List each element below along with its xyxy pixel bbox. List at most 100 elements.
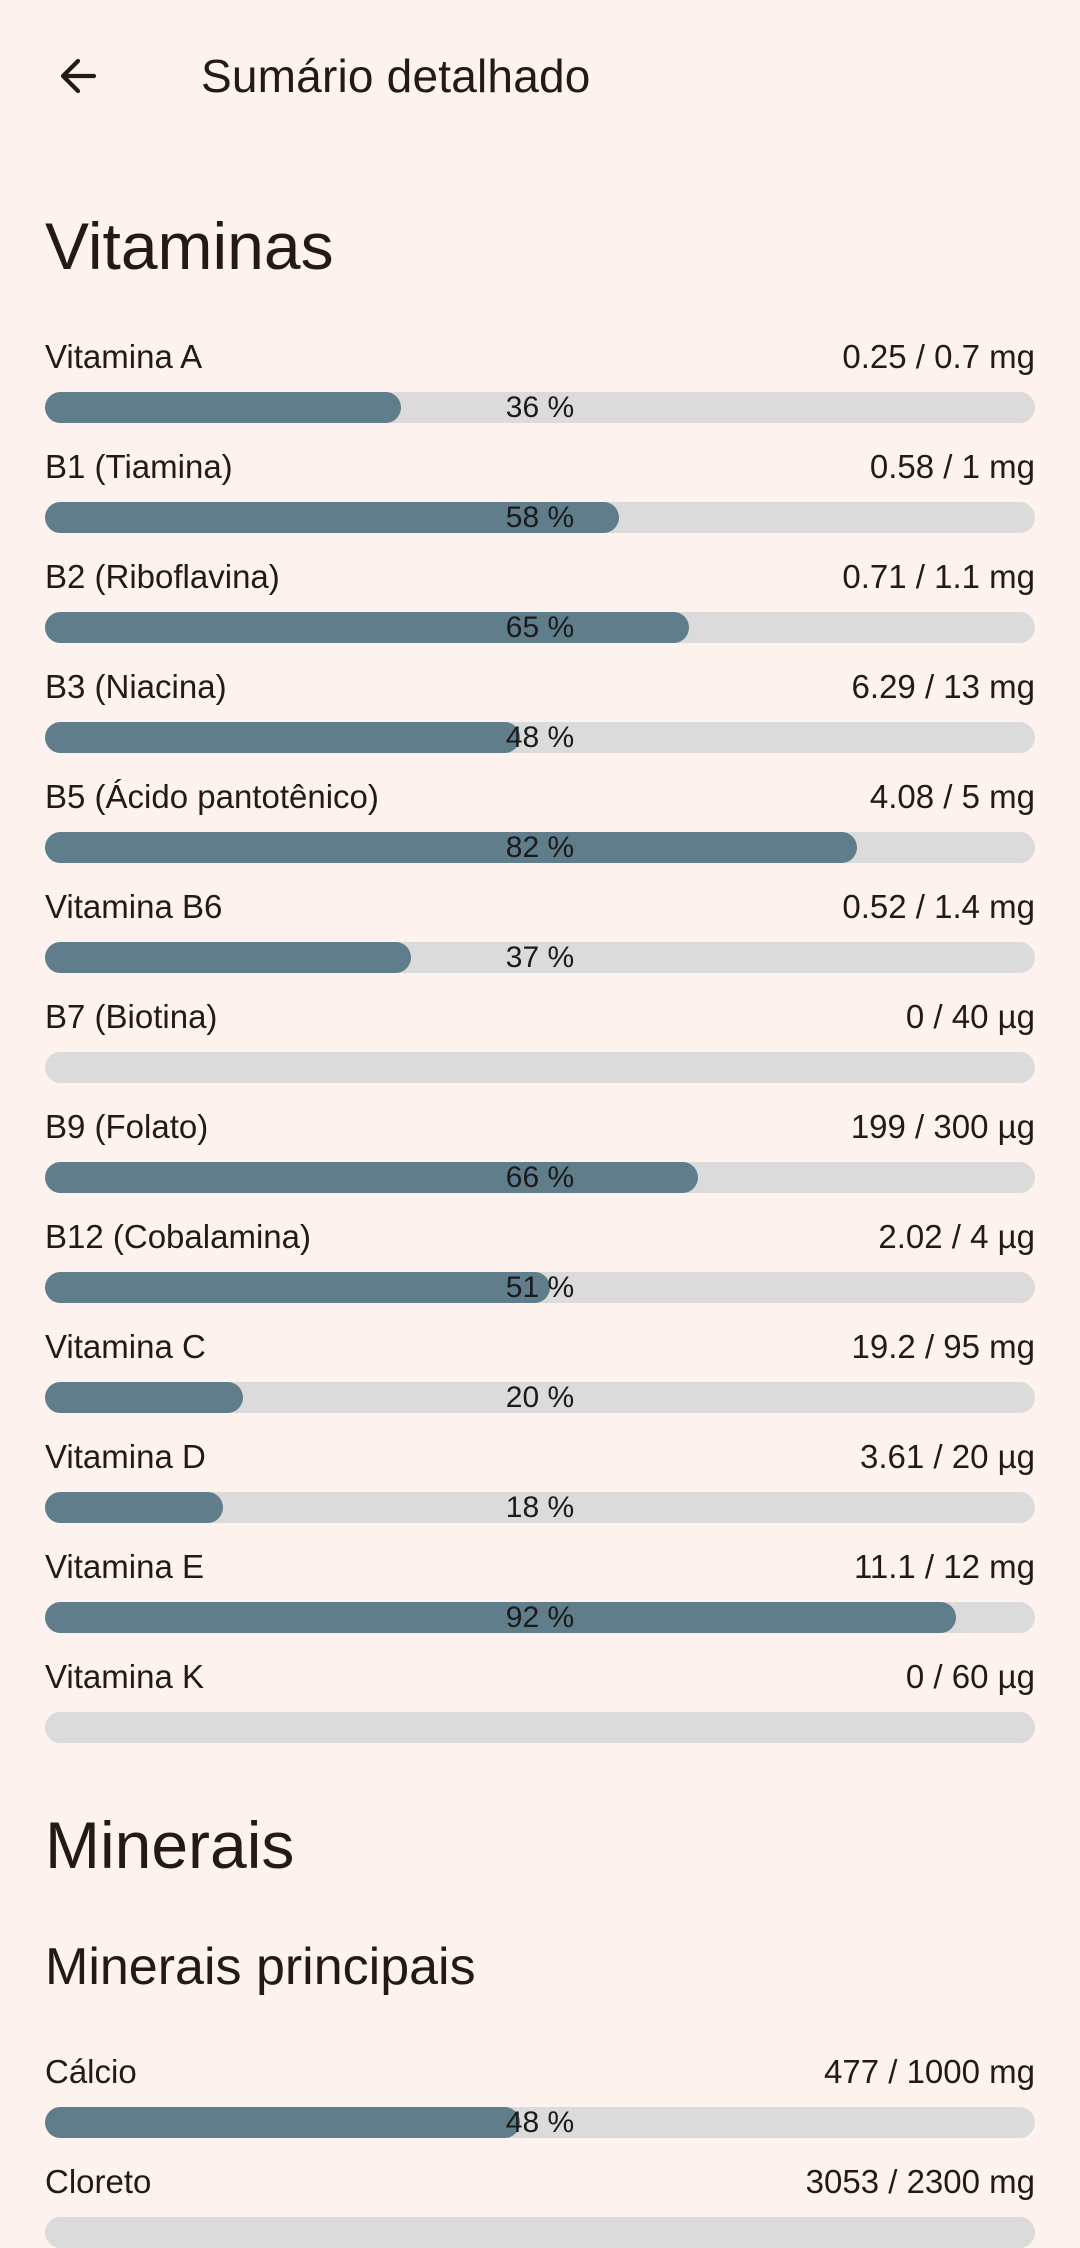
progress-bar: 51 % [45,1272,1035,1303]
nutrient-row-header: Cálcio 477 / 1000 mg [45,2050,1035,2094]
progress-bar [45,2217,1035,2248]
progress-fill [45,1492,224,1523]
nutrient-value: 0.58 / 1 mg [869,448,1035,485]
nutrient-label: B7 (Biotina) [45,998,218,1035]
progress-bar: 36 % [45,392,1035,423]
nutrient-row: Vitamina D 3.61 / 20 µg 18 % [45,1435,1035,1523]
nutrient-row: B9 (Folato) 199 / 300 µg 66 % [45,1105,1035,1193]
nutrient-label: B3 (Niacina) [45,668,227,705]
nutrient-value: 0 / 40 µg [905,998,1035,1035]
nutrient-row: B1 (Tiamina) 0.58 / 1 mg 58 % [45,445,1035,533]
nutrient-row-header: Vitamina E 11.1 / 12 mg [45,1545,1035,1589]
nutrient-row-header: Vitamina D 3.61 / 20 µg [45,1435,1035,1479]
nutrient-label: B12 (Cobalamina) [45,1218,311,1255]
nutrient-label: Cloreto [45,2163,152,2200]
progress-bar: 18 % [45,1492,1035,1523]
nutrient-row: Vitamina A 0.25 / 0.7 mg 36 % [45,335,1035,423]
nutrient-label: Vitamina E [45,1548,204,1585]
progress-bar [45,1052,1035,1083]
nutrient-label: B5 (Ácido pantotênico) [45,778,379,815]
progress-percent-label: 48 % [505,2106,575,2139]
nutrient-label: Vitamina C [45,1328,206,1365]
nutrient-row: B12 (Cobalamina) 2.02 / 4 µg 51 % [45,1215,1035,1303]
vitamins-list: Vitamina A 0.25 / 0.7 mg 36 % B1 (Tiamina) 0… [45,335,1035,1743]
nutrient-row-header: B5 (Ácido pantotênico) 4.08 / 5 mg [45,775,1035,819]
progress-percent-label: 66 % [505,1161,575,1194]
progress-bar: 48 % [45,722,1035,753]
nutrient-row-header: Vitamina K 0 / 60 µg [45,1655,1035,1699]
nutrient-value: 11.1 / 12 mg [853,1548,1035,1585]
nutrient-row-header: Vitamina B6 0.52 / 1.4 mg [45,885,1035,929]
progress-percent-label: 51 % [505,1271,575,1304]
progress-bar: 20 % [45,1382,1035,1413]
progress-bar: 92 % [45,1602,1035,1633]
progress-bar: 48 % [45,2107,1035,2138]
progress-bar: 58 % [45,502,1035,533]
page-title: Sumário detalhado [201,50,591,102]
nutrient-row: Vitamina E 11.1 / 12 mg 92 % [45,1545,1035,1633]
progress-percent-label: 92 % [505,1601,575,1634]
nutrient-value: 0.71 / 1.1 mg [842,558,1035,595]
back-button[interactable] [53,52,101,100]
progress-bar: 66 % [45,1162,1035,1193]
nutrient-row: Vitamina K 0 / 60 µg [45,1655,1035,1743]
progress-fill [45,1272,550,1303]
nutrient-label: B1 (Tiamina) [45,448,233,485]
nutrient-row-header: B3 (Niacina) 6.29 / 13 mg [45,665,1035,709]
progress-percent-label: 48 % [505,721,575,754]
progress-percent-label: 18 % [505,1491,575,1524]
nutrient-row: B2 (Riboflavina) 0.71 / 1.1 mg 65 % [45,555,1035,643]
nutrient-value: 6.29 / 13 mg [851,668,1035,705]
progress-fill [45,722,521,753]
section-heading-minerais: Minerais [45,1808,295,1882]
nutrient-label: Cálcio [45,2053,137,2090]
nutrient-value: 0 / 60 µg [905,1658,1035,1695]
nutrient-row-header: Cloreto 3053 / 2300 mg [45,2160,1035,2204]
minerals-list: Cálcio 477 / 1000 mg 48 % Cloreto 3053 / 230… [45,2050,1035,2248]
nutrient-value: 3053 / 2300 mg [805,2163,1035,2200]
subsection-heading-minerais-principais: Minerais principais [45,1938,476,1996]
progress-percent-label: 58 % [505,501,575,534]
nutrient-row-header: Vitamina C 19.2 / 95 mg [45,1325,1035,1369]
nutrient-value: 2.02 / 4 µg [878,1218,1035,1255]
nutrient-row-header: B1 (Tiamina) 0.58 / 1 mg [45,445,1035,489]
progress-percent-label: 36 % [505,391,575,424]
nutrient-row: B3 (Niacina) 6.29 / 13 mg 48 % [45,665,1035,753]
nutrient-value: 199 / 300 µg [850,1108,1035,1145]
nutrient-label: B2 (Riboflavina) [45,558,280,595]
progress-fill [45,832,857,863]
nutrient-row: Cloreto 3053 / 2300 mg [45,2160,1035,2248]
progress-percent-label: 20 % [505,1381,575,1414]
progress-fill [45,1162,699,1193]
nutrient-row-header: Vitamina A 0.25 / 0.7 mg [45,335,1035,379]
progress-bar: 37 % [45,942,1035,973]
nutrient-value: 4.08 / 5 mg [869,778,1035,815]
nutrient-row-header: B2 (Riboflavina) 0.71 / 1.1 mg [45,555,1035,599]
nutrient-value: 3.61 / 20 µg [860,1438,1035,1475]
nutrient-row: B5 (Ácido pantotênico) 4.08 / 5 mg 82 % [45,775,1035,863]
nutrient-row-header: B12 (Cobalamina) 2.02 / 4 µg [45,1215,1035,1259]
nutrient-row: B7 (Biotina) 0 / 40 µg [45,995,1035,1083]
nutrient-value: 477 / 1000 mg [824,2053,1035,2090]
progress-percent-label: 65 % [505,611,575,644]
progress-fill [45,612,689,643]
progress-fill [45,1602,956,1633]
progress-fill [45,1382,243,1413]
progress-bar: 82 % [45,832,1035,863]
nutrient-label: Vitamina K [45,1658,204,1695]
nutrient-row-header: B7 (Biotina) 0 / 40 µg [45,995,1035,1039]
nutrient-row: Vitamina C 19.2 / 95 mg 20 % [45,1325,1035,1413]
progress-fill [45,942,412,973]
scroll-content[interactable]: Vitaminas Vitamina A 0.25 / 0.7 mg 36 % B1 … [0,207,1080,2248]
progress-fill [45,2107,521,2138]
progress-fill [45,502,620,533]
nutrient-label: B9 (Folato) [45,1108,209,1145]
progress-fill [45,392,402,423]
section-heading-vitaminas: Vitaminas [45,209,334,283]
nutrient-label: Vitamina A [45,338,203,375]
progress-percent-label: 82 % [505,831,575,864]
nutrient-label: Vitamina B6 [45,888,223,925]
arrow-left-icon [60,58,97,94]
nutrient-row-header: B9 (Folato) 199 / 300 µg [45,1105,1035,1149]
nutrient-row: Cálcio 477 / 1000 mg 48 % [45,2050,1035,2138]
